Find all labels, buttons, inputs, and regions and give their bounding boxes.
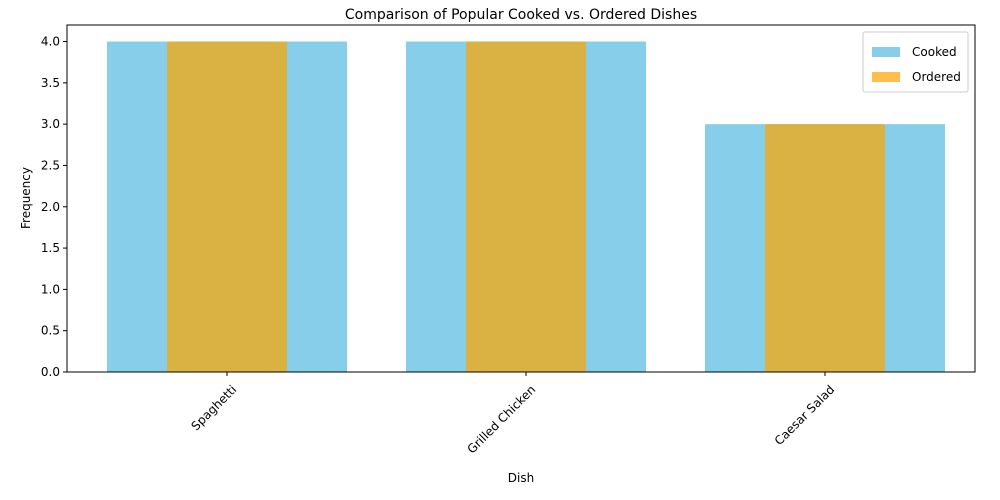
legend-label-ordered: Ordered [912, 70, 961, 84]
bar-ordered-caesar-salad [765, 124, 885, 373]
y-tick-label: 3.0 [41, 117, 60, 131]
legend-swatch-cooked [872, 47, 900, 57]
chart-title: Comparison of Popular Cooked vs. Ordered… [345, 7, 697, 23]
legend: Cooked Ordered [862, 31, 969, 93]
y-axis: 0.0 0.5 1.0 1.5 2.0 2.5 3.0 3.5 4.0 [41, 35, 67, 379]
bars-layer [107, 41, 945, 373]
y-tick-label: 0.0 [41, 365, 60, 379]
bar-ordered-spaghetti [167, 41, 287, 373]
y-tick-label: 1.0 [41, 282, 60, 296]
legend-label-cooked: Cooked [912, 45, 957, 59]
y-tick-label: 2.0 [41, 200, 60, 214]
y-tick-label: 2.5 [41, 158, 60, 172]
y-axis-label: Frequency [19, 167, 33, 229]
legend-swatch-ordered [872, 72, 900, 82]
y-tick-label: 0.5 [41, 324, 60, 338]
y-tick-label: 1.5 [41, 241, 60, 255]
y-tick-label: 3.5 [41, 76, 60, 90]
bar-ordered-grilled-chicken [466, 41, 586, 373]
plot-frame [66, 24, 976, 373]
y-tick-label: 4.0 [41, 35, 60, 49]
x-axis-label: Dish [508, 471, 534, 485]
